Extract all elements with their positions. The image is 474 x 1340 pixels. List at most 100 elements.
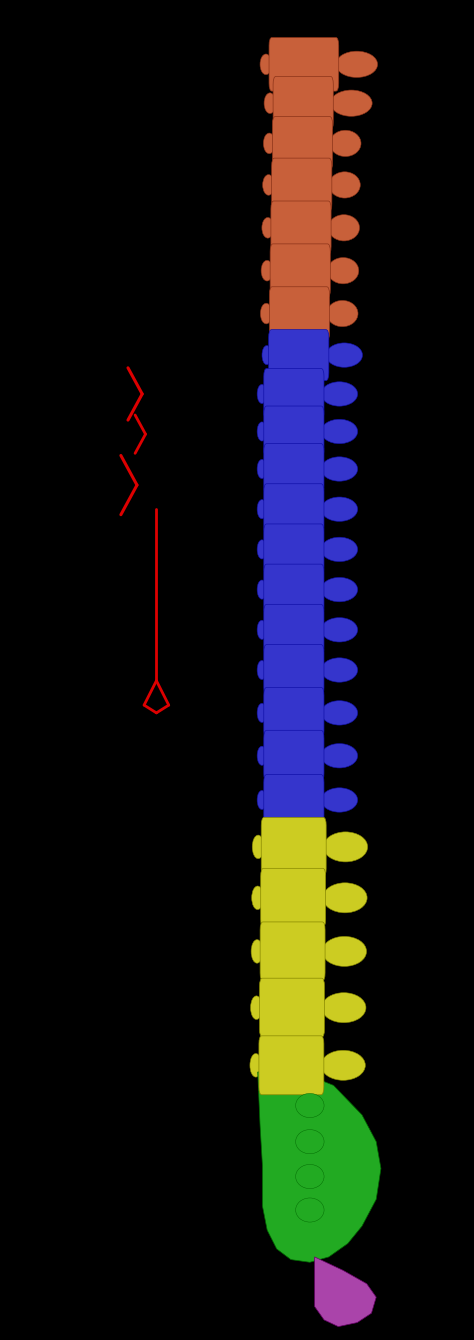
Text: Th2: Th2 [184, 387, 209, 401]
Ellipse shape [251, 996, 263, 1020]
Ellipse shape [321, 578, 358, 602]
Ellipse shape [336, 51, 378, 78]
FancyBboxPatch shape [264, 645, 324, 695]
Ellipse shape [262, 217, 274, 239]
FancyBboxPatch shape [270, 729, 318, 740]
Text: C1 (Atlas): C1 (Atlas) [143, 58, 209, 71]
FancyBboxPatch shape [266, 972, 319, 988]
FancyBboxPatch shape [264, 484, 324, 535]
Text: Th12: Th12 [171, 793, 204, 807]
Ellipse shape [257, 500, 266, 519]
FancyBboxPatch shape [270, 686, 318, 697]
FancyBboxPatch shape [272, 158, 332, 212]
Ellipse shape [321, 382, 358, 406]
FancyBboxPatch shape [269, 38, 339, 91]
Ellipse shape [321, 1051, 365, 1080]
FancyBboxPatch shape [260, 922, 325, 981]
FancyBboxPatch shape [270, 565, 318, 574]
FancyBboxPatch shape [276, 245, 325, 253]
Ellipse shape [257, 661, 266, 679]
Ellipse shape [264, 92, 276, 114]
FancyBboxPatch shape [264, 369, 324, 419]
FancyBboxPatch shape [264, 444, 324, 494]
Ellipse shape [250, 1053, 262, 1077]
Text: C6: C6 [191, 264, 209, 277]
Ellipse shape [257, 540, 266, 559]
Ellipse shape [327, 300, 358, 327]
Ellipse shape [296, 1198, 324, 1222]
Polygon shape [258, 1072, 381, 1262]
FancyBboxPatch shape [270, 525, 318, 533]
FancyBboxPatch shape [267, 867, 320, 878]
Ellipse shape [296, 1164, 324, 1189]
Ellipse shape [321, 658, 358, 682]
Text: L5: L5 [193, 1059, 209, 1072]
FancyBboxPatch shape [273, 117, 333, 170]
Ellipse shape [330, 130, 361, 157]
Text: Th7: Th7 [184, 583, 209, 596]
Ellipse shape [329, 172, 360, 198]
Text: C5: C5 [191, 221, 209, 234]
Text: Th5: Th5 [184, 502, 209, 516]
Ellipse shape [257, 422, 266, 441]
Ellipse shape [321, 701, 358, 725]
Text: Th4: Th4 [184, 462, 209, 476]
Ellipse shape [262, 346, 272, 364]
Ellipse shape [263, 174, 274, 196]
Ellipse shape [321, 788, 358, 812]
Ellipse shape [296, 1130, 324, 1154]
Text: L2: L2 [193, 891, 209, 904]
FancyBboxPatch shape [269, 330, 329, 381]
Text: L4: L4 [193, 1001, 209, 1014]
Ellipse shape [257, 746, 266, 765]
FancyBboxPatch shape [279, 82, 328, 86]
Text: L1: L1 [193, 840, 209, 854]
Text: C4: C4 [191, 178, 209, 192]
Text: Os sacrum: Os sacrum [92, 1162, 161, 1175]
Ellipse shape [326, 343, 363, 367]
Ellipse shape [251, 939, 263, 963]
Text: Th1: Th1 [184, 348, 209, 362]
FancyBboxPatch shape [264, 604, 324, 655]
Ellipse shape [322, 937, 366, 966]
FancyBboxPatch shape [276, 288, 324, 296]
FancyBboxPatch shape [278, 161, 326, 168]
FancyBboxPatch shape [270, 772, 318, 784]
Ellipse shape [323, 883, 367, 913]
FancyBboxPatch shape [266, 918, 319, 931]
FancyBboxPatch shape [264, 730, 324, 781]
Text: Th8: Th8 [184, 623, 209, 636]
Ellipse shape [296, 1093, 324, 1118]
FancyBboxPatch shape [269, 287, 329, 340]
Ellipse shape [257, 385, 266, 403]
Text: Coccyx: Coccyx [125, 1282, 171, 1296]
Ellipse shape [328, 257, 359, 284]
Text: Th11: Th11 [171, 749, 204, 762]
Polygon shape [315, 1257, 376, 1327]
Text: C7: C7 [191, 307, 209, 320]
Ellipse shape [321, 457, 358, 481]
FancyBboxPatch shape [261, 868, 326, 927]
Text: Th6: Th6 [184, 543, 209, 556]
FancyBboxPatch shape [273, 76, 333, 130]
FancyBboxPatch shape [270, 448, 318, 453]
FancyBboxPatch shape [264, 775, 324, 825]
FancyBboxPatch shape [264, 564, 324, 615]
FancyBboxPatch shape [261, 817, 326, 876]
Ellipse shape [260, 303, 272, 324]
Text: Th9: Th9 [184, 663, 209, 677]
FancyBboxPatch shape [270, 410, 318, 415]
FancyBboxPatch shape [270, 371, 318, 378]
Ellipse shape [321, 618, 358, 642]
Ellipse shape [322, 993, 366, 1022]
FancyBboxPatch shape [270, 646, 318, 654]
Ellipse shape [321, 537, 358, 561]
Text: L3: L3 [193, 945, 209, 958]
Ellipse shape [252, 886, 264, 910]
FancyBboxPatch shape [270, 244, 330, 297]
Text: Th3: Th3 [184, 425, 209, 438]
FancyBboxPatch shape [264, 406, 324, 457]
FancyBboxPatch shape [265, 1028, 318, 1045]
Text: C3: C3 [191, 137, 209, 150]
Ellipse shape [257, 580, 266, 599]
